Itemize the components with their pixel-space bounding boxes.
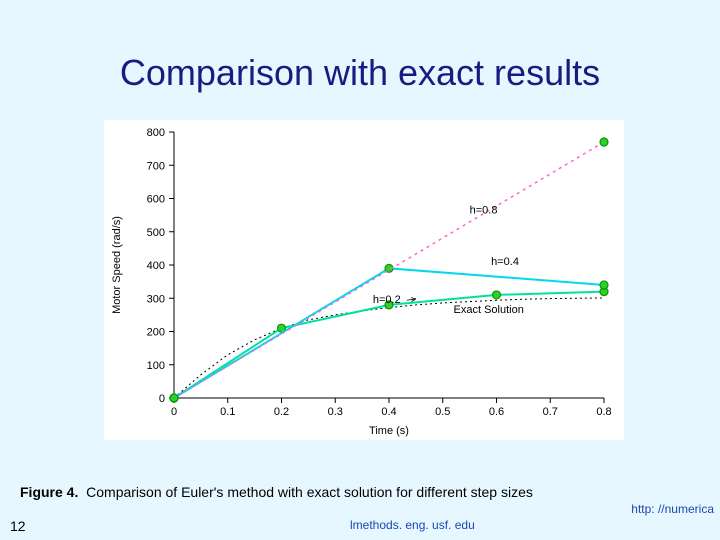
svg-text:0.3: 0.3 — [328, 406, 343, 418]
svg-text:0.2: 0.2 — [274, 406, 289, 418]
svg-text:Time (s): Time (s) — [369, 425, 409, 437]
svg-text:400: 400 — [147, 260, 165, 272]
svg-text:0.8: 0.8 — [596, 406, 611, 418]
svg-text:100: 100 — [147, 360, 165, 372]
svg-text:300: 300 — [147, 293, 165, 305]
caption-prefix: Figure 4. — [20, 484, 78, 500]
figure-caption: Figure 4. Comparison of Euler's method w… — [20, 484, 700, 500]
slide-title: Comparison with exact results — [0, 52, 720, 94]
comparison-chart: 0 0.1 0.2 0.3 0.4 0.5 0.6 0.7 0.8 0 100 200 300 400 50… — [104, 120, 624, 440]
svg-text:200: 200 — [147, 327, 165, 339]
svg-text:800: 800 — [147, 127, 165, 139]
svg-text:0.6: 0.6 — [489, 406, 504, 418]
slide: Comparison with exact results 0 0.1 0.2 0.3… — [0, 0, 720, 540]
svg-text:Exact Solution: Exact Solution — [454, 304, 524, 316]
svg-text:h=0.8: h=0.8 — [470, 204, 498, 216]
svg-text:0.1: 0.1 — [220, 406, 235, 418]
caption-text: Comparison of Euler's method with exact … — [86, 484, 533, 500]
svg-text:h=0.4: h=0.4 — [491, 256, 519, 268]
svg-text:600: 600 — [147, 194, 165, 206]
svg-text:500: 500 — [147, 227, 165, 239]
svg-text:Motor Speed (rad/s): Motor Speed (rad/s) — [111, 216, 123, 314]
svg-text:0: 0 — [159, 393, 165, 405]
footer-link-upper: http: //numerica — [631, 502, 714, 516]
svg-text:0.4: 0.4 — [381, 406, 396, 418]
svg-text:0.5: 0.5 — [435, 406, 450, 418]
footer-link-lower: lmethods. eng. usf. edu — [350, 518, 475, 532]
chart-container: 0 0.1 0.2 0.3 0.4 0.5 0.6 0.7 0.8 0 100 200 300 400 50… — [104, 120, 624, 440]
svg-text:0: 0 — [171, 406, 177, 418]
svg-text:0.7: 0.7 — [543, 406, 558, 418]
page-number: 12 — [10, 518, 26, 534]
svg-text:h=0.2: h=0.2 — [373, 294, 401, 306]
svg-text:700: 700 — [147, 160, 165, 172]
